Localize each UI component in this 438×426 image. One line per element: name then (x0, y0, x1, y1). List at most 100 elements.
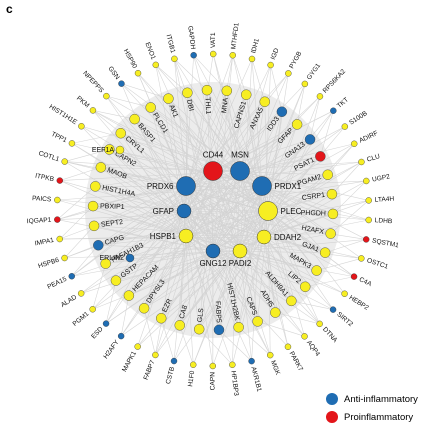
middle-node-marker (88, 220, 100, 232)
outer-node-marker (170, 357, 178, 365)
middle-node-marker (182, 87, 193, 98)
middle-node-marker (93, 240, 104, 251)
edge (263, 236, 289, 347)
middle-node-label: CSRP1 (301, 192, 325, 202)
outer-node-alad: ALAD (60, 290, 85, 309)
edge (109, 149, 214, 172)
edge (239, 101, 266, 172)
middle-node-dbi: DBI (182, 87, 194, 112)
middle-node-marker (129, 113, 140, 125)
edge (183, 210, 239, 328)
outer-node-marker (78, 123, 85, 130)
middle-node-marker (325, 228, 336, 239)
edge (92, 210, 185, 310)
outer-node-marker (61, 254, 68, 262)
outer-node-label: ITGB1 (165, 34, 177, 55)
outer-node-marker (68, 273, 75, 280)
outer-node-label: VAT1 (210, 32, 217, 48)
middle-node-marker (241, 89, 252, 100)
legend: Anti-inflammatory Proinflammatory (326, 390, 418, 426)
edge (320, 110, 334, 157)
edge (120, 295, 130, 337)
middle-node-marker (270, 307, 281, 318)
legend-label-anti: Anti-inflammatory (344, 393, 418, 405)
center-node-label: MSN (231, 151, 249, 160)
outer-node-marker (365, 216, 372, 224)
legend-item-pro: Proinflammatory (326, 408, 418, 426)
edge (185, 185, 214, 367)
edge (212, 170, 334, 215)
edge (183, 83, 306, 212)
edge (183, 210, 326, 253)
middle-node-marker (95, 162, 107, 173)
edge (105, 250, 214, 264)
edge (212, 73, 289, 172)
center-node-marker (176, 176, 196, 196)
edge (109, 149, 185, 212)
edge (212, 111, 283, 172)
outer-node-marker (190, 361, 197, 368)
outer-node-marker (330, 107, 337, 114)
outer-node-ldhb: LDHB (365, 216, 393, 225)
edge (263, 174, 328, 238)
edge (185, 235, 289, 348)
middle-node-marker (221, 85, 233, 96)
edge (93, 185, 187, 207)
edge (92, 263, 106, 310)
edge (160, 250, 214, 319)
edge (261, 83, 306, 187)
edge (239, 193, 333, 252)
outer-node-marker (134, 69, 142, 77)
edge (239, 126, 346, 252)
edge (143, 235, 187, 309)
middle-node-label: H2AFX (301, 225, 325, 236)
edge (106, 95, 185, 212)
edge (267, 210, 355, 277)
center-node-label: HSPB1 (150, 232, 177, 241)
edge (183, 210, 252, 362)
center-node-marker (258, 201, 278, 221)
middle-node-marker (319, 247, 331, 258)
edge (275, 312, 320, 325)
center-node-label: PRDX6 (147, 182, 174, 191)
edge (92, 185, 263, 310)
outer-node-tpp1: TPP1 (50, 131, 76, 147)
outer-node-adirf: ADIRF (351, 130, 379, 147)
outer-node-marker (285, 70, 292, 77)
outer-node-marker (301, 333, 308, 340)
edge (143, 250, 241, 309)
outer-node-hspb6: HSPB6 (37, 254, 68, 270)
outer-node-akr1b1: AKR1B1 (248, 357, 263, 393)
middle-node-marker (291, 119, 303, 130)
edge (185, 185, 317, 271)
outer-node-sqstm1: SQSTM1 (362, 236, 400, 249)
edge (185, 73, 289, 187)
outer-node-vat1: VAT1 (210, 32, 217, 58)
edge (183, 180, 367, 212)
outer-node-label: SQSTM1 (371, 237, 399, 249)
edge (121, 83, 169, 99)
legend-item-anti: Anti-inflammatory (326, 390, 418, 408)
outer-node-marker (248, 357, 255, 365)
outer-node-label: PYGB (288, 50, 303, 70)
middle-node-marker (304, 134, 316, 145)
middle-node-label: EEF1A (92, 147, 115, 154)
outer-node-eno1: ENO1 (143, 41, 159, 69)
outer-node-label: CAPN (210, 372, 217, 391)
outer-node-park7: PARK7 (284, 343, 304, 373)
edge (121, 83, 265, 238)
outer-node-label: NPEPPS (81, 70, 105, 95)
edge (267, 156, 321, 212)
edge (296, 83, 306, 125)
center-node-label: PRDX1 (275, 182, 302, 191)
outer-node-mgk: MGK (267, 351, 281, 377)
edge (183, 210, 276, 313)
edge (174, 58, 208, 91)
edge (59, 236, 265, 240)
outer-node-cotl1: COTL1 (38, 150, 68, 165)
edge (212, 94, 247, 252)
edge (212, 161, 362, 252)
outer-node-tkt: TKT (330, 96, 350, 114)
outer-node-esd: ESD (90, 320, 110, 340)
outer-node-h1f0: H1F0 (187, 361, 197, 387)
